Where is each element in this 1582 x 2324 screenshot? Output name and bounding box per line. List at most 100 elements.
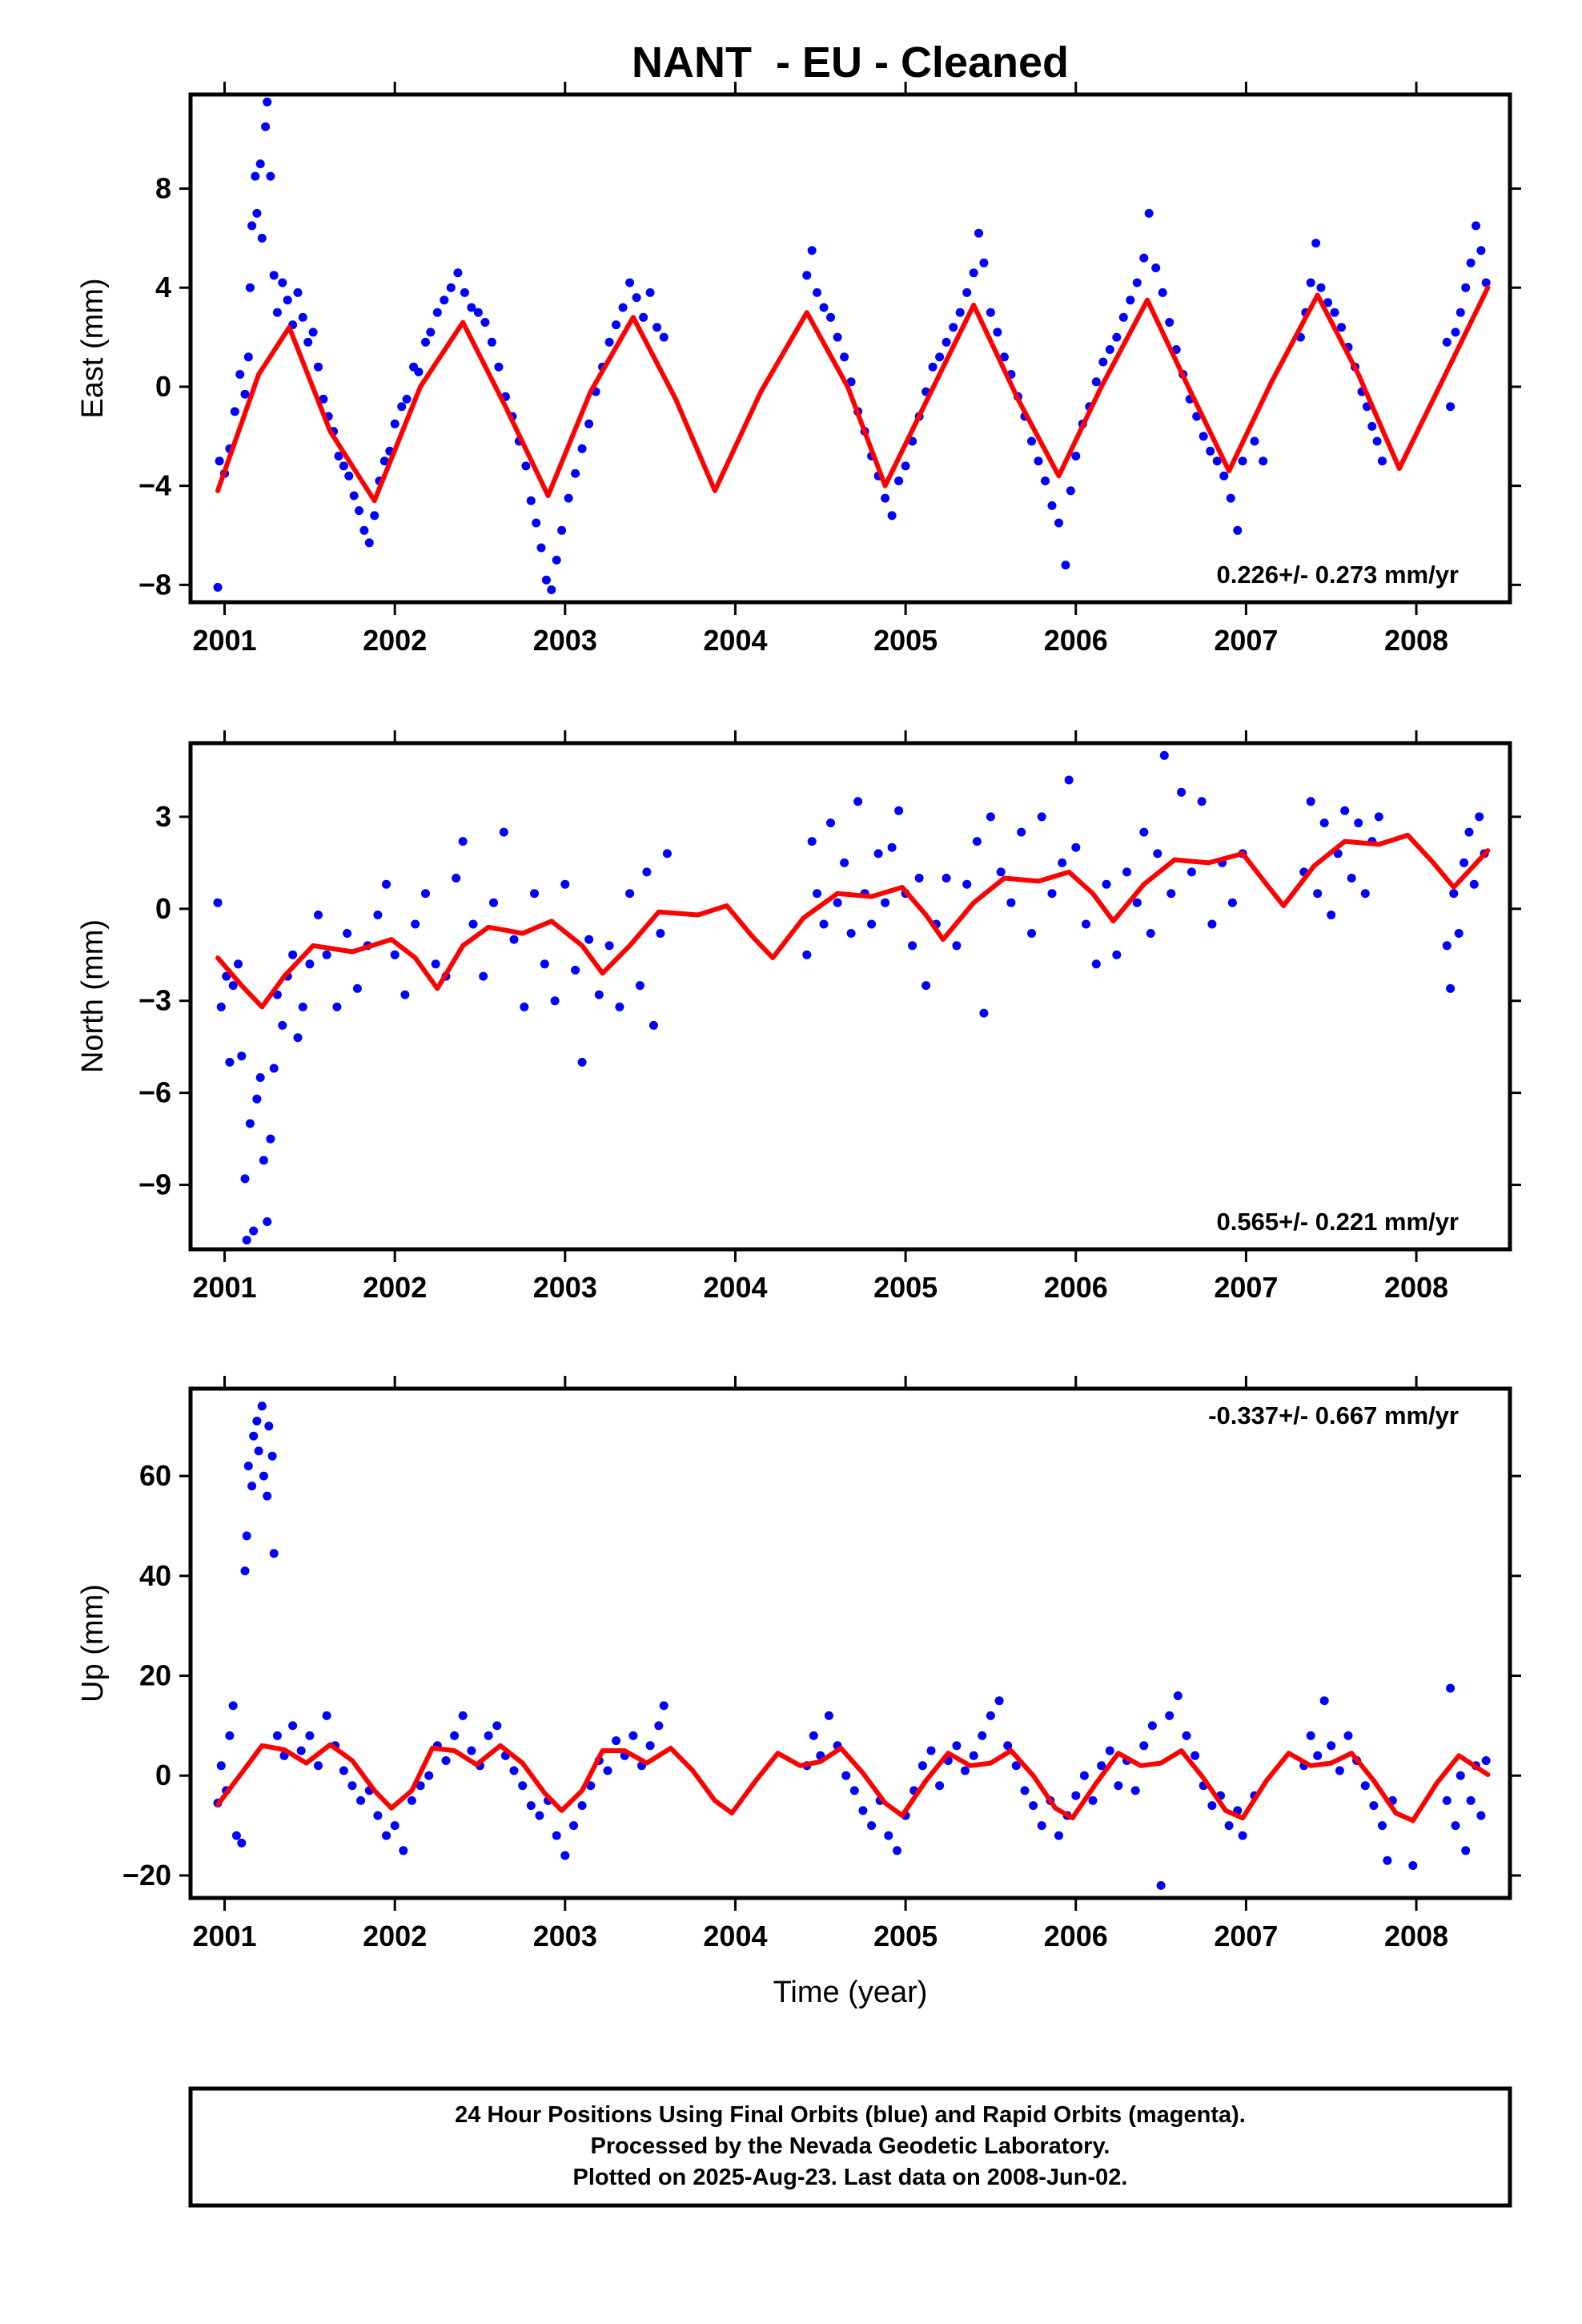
east-data-point (1472, 221, 1480, 231)
north-data-point (826, 818, 835, 828)
up-data-point (484, 1731, 493, 1740)
east-data-point (826, 312, 835, 322)
up-data-point (259, 1471, 268, 1481)
east-data-point (1461, 283, 1471, 292)
east-data-point (955, 308, 965, 317)
east-data-point (1476, 246, 1486, 255)
north-data-point (1446, 983, 1456, 993)
up-data-point (809, 1731, 818, 1740)
up-data-point (231, 1831, 241, 1840)
east-data-point (1466, 258, 1476, 267)
east-data-point (278, 278, 287, 287)
east-data-point (1306, 278, 1315, 287)
up-data-point (339, 1766, 348, 1775)
up-data-point (373, 1811, 383, 1820)
north-data-point (833, 898, 842, 907)
east-data-point (1098, 357, 1108, 367)
east-data-point (1144, 208, 1154, 218)
up-data-point (288, 1721, 298, 1731)
east-data-point (840, 352, 849, 362)
north-data-point (1177, 787, 1186, 797)
east-data-point (473, 308, 483, 317)
east-data-point (251, 171, 260, 181)
east-data-point (453, 268, 463, 278)
north-x-tick-label: 2006 (1044, 1271, 1108, 1304)
up-y-tick-label: 40 (139, 1559, 171, 1592)
east-data-point (379, 456, 389, 466)
north-data-point (662, 849, 672, 858)
north-data-point (452, 874, 461, 883)
east-x-tick-label: 2003 (533, 624, 597, 657)
north-data-layer (213, 750, 1491, 1244)
east-data-point (215, 456, 224, 466)
north-data-point (1469, 879, 1479, 889)
north-y-tick-label: −9 (139, 1168, 171, 1201)
north-data-point (625, 889, 635, 899)
north-data-point (550, 996, 560, 1006)
north-data-point (255, 1073, 265, 1082)
east-data-point (547, 585, 556, 594)
north-data-point (1313, 889, 1323, 899)
up-data-point (458, 1711, 468, 1720)
east-data-point (314, 362, 323, 372)
east-data-point (263, 97, 272, 107)
up-data-point (1105, 1746, 1114, 1755)
up-data-point (884, 1831, 893, 1840)
up-data-point (1037, 1821, 1046, 1831)
north-data-point (1082, 919, 1090, 929)
north-data-point (1227, 898, 1237, 907)
north-data-point (249, 1226, 259, 1236)
east-data-point (261, 122, 271, 131)
up-data-point (247, 1482, 257, 1491)
up-data-point (382, 1831, 391, 1840)
east-data-point (308, 328, 318, 337)
figure-title: NANT - EU - Cleaned (632, 38, 1069, 86)
up-data-point (356, 1795, 366, 1805)
east-data-point (612, 320, 621, 330)
east-data-point (1250, 436, 1259, 446)
east-data-point (235, 370, 245, 379)
up-data-point (1114, 1781, 1123, 1791)
up-data-point (603, 1766, 612, 1775)
north-data-point (802, 950, 812, 959)
east-data-point (1330, 308, 1339, 317)
up-data-point (1130, 1786, 1140, 1795)
east-data-point (494, 362, 504, 372)
up-data-point (659, 1701, 669, 1711)
up-data-point (390, 1821, 400, 1831)
east-data-point (1054, 518, 1063, 528)
up-data-point (518, 1781, 528, 1791)
north-data-point (228, 981, 238, 991)
north-data-point (400, 990, 410, 999)
up-data-point (242, 1531, 251, 1541)
up-data-point (1461, 1846, 1471, 1856)
east-panel: −8 −4 0 4 8 2001 2002 2003 2004 2005 2006 2007 2008 E… (76, 82, 1521, 657)
east-data-point (1105, 345, 1114, 354)
north-data-point (479, 971, 488, 981)
east-data-point (1139, 253, 1149, 263)
north-x-tick-label: 2005 (873, 1271, 938, 1304)
up-data-point (254, 1446, 263, 1456)
east-data-point (1132, 278, 1142, 287)
east-y-tick-label: 0 (155, 370, 171, 403)
up-panel: −20 0 20 40 60 2001 2002 2003 2004 2005 2006 2007 20… (76, 1376, 1521, 1952)
east-x-tick-label: 2008 (1384, 624, 1448, 657)
footer-box (188, 2086, 1512, 2208)
east-data-point (887, 511, 897, 521)
north-data-point (293, 1033, 303, 1043)
east-data-point (283, 296, 292, 305)
up-data-point (424, 1771, 434, 1780)
north-data-point (225, 1057, 235, 1067)
east-data-point (1165, 318, 1174, 327)
north-data-point (269, 1063, 279, 1073)
north-data-point (314, 911, 323, 919)
up-y-tick-label: 0 (155, 1759, 171, 1791)
east-data-point (1372, 436, 1382, 446)
up-data-point (1476, 1811, 1486, 1820)
up-data-point (577, 1801, 587, 1811)
east-data-point (1066, 486, 1075, 496)
north-y-tick-label: −6 (139, 1076, 171, 1109)
east-x-tick-label: 2004 (703, 624, 767, 657)
east-data-point (440, 296, 449, 305)
east-data-point (807, 246, 817, 255)
